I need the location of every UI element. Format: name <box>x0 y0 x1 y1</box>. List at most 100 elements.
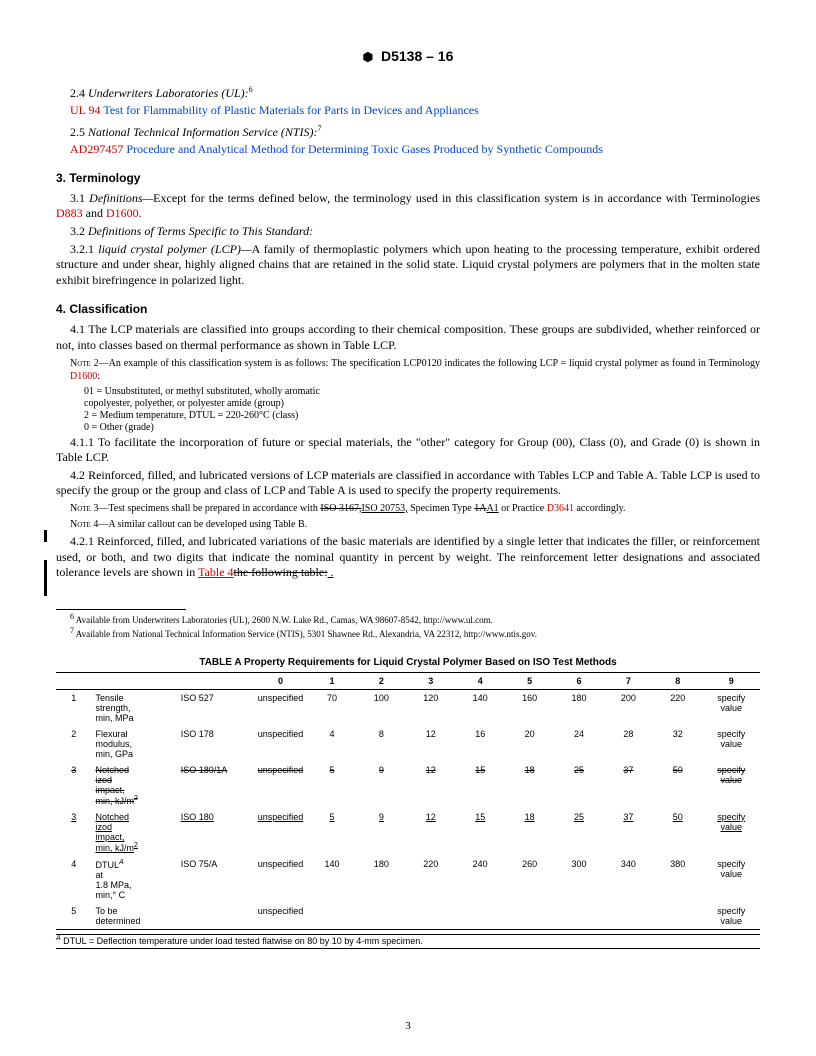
row-num: 5 <box>56 903 91 930</box>
cell-value: 5 <box>307 762 356 809</box>
cell-value: 100 <box>357 689 406 726</box>
cell-value: 12 <box>406 762 455 809</box>
standard-title-link[interactable]: Procedure and Analytical Method for Dete… <box>126 142 603 156</box>
text: A similar callout can be developed using… <box>108 519 307 530</box>
cell-value: 160 <box>505 689 554 726</box>
cell-value: 5 <box>307 809 356 856</box>
cell-value: 70 <box>307 689 356 726</box>
footnote-6: 6 Available from Underwriters Laboratori… <box>70 612 760 625</box>
table-row: 3Notchedizodimpact,min, kJ/m2ISO 180unsp… <box>56 809 760 856</box>
cell-value: unspecified <box>254 903 308 930</box>
table-col-header: 3 <box>406 672 455 689</box>
cell-value: 12 <box>406 726 455 762</box>
standard-link[interactable]: AD297457 <box>70 142 123 156</box>
table-row: 3Notchedizodimpact,min, kJ/m2ISO 180/1Au… <box>56 762 760 809</box>
note-2-l2: copolyester, polyether, or polyester ami… <box>84 398 760 409</box>
test-standard: ISO 180 <box>177 809 254 856</box>
para-4-2: 4.2 Reinforced, filled, and lubricated v… <box>56 468 760 499</box>
text: Test specimens shall be prepared in acco… <box>108 503 320 514</box>
property-name: Notchedizodimpact,min, kJ/m2 <box>91 809 176 856</box>
test-standard: ISO 180/1A <box>177 762 254 809</box>
term: Definitions— <box>89 191 153 205</box>
test-standard <box>177 903 254 930</box>
cell-value: 9 <box>357 809 406 856</box>
standard-link[interactable]: D3641 <box>547 503 574 514</box>
cell-value: 220 <box>653 689 702 726</box>
row-num: 3 <box>56 762 91 809</box>
test-standard: ISO 75/A <box>177 856 254 903</box>
page-header: ⬢ D5138 – 16 <box>56 48 760 65</box>
cell-value <box>307 903 356 930</box>
cell-value <box>505 903 554 930</box>
cell-value: 37 <box>604 809 653 856</box>
table-col-header: 0 <box>254 672 308 689</box>
doc-id: D5138 – 16 <box>381 48 453 64</box>
ref-num: 2.5 <box>70 125 85 139</box>
footnote-rule <box>56 609 186 610</box>
cell-value: 140 <box>307 856 356 903</box>
cell-value: 200 <box>604 689 653 726</box>
para-3-1: 3.1 Definitions—Except for the terms def… <box>56 191 760 222</box>
cell-value: specifyvalue <box>702 809 760 856</box>
standard-title-link[interactable]: Test for Flammability of Plastic Materia… <box>103 103 478 117</box>
cell-value: specifyvalue <box>702 856 760 903</box>
note-4: Note 4—A similar callout can be develope… <box>70 518 760 531</box>
cell-value: specifyvalue <box>702 726 760 762</box>
test-standard: ISO 527 <box>177 689 254 726</box>
table-col-header: 6 <box>554 672 603 689</box>
revision-bar <box>44 530 47 542</box>
table-col-header <box>56 672 91 689</box>
cell-value: 15 <box>456 809 505 856</box>
cell-value: 28 <box>604 726 653 762</box>
cell-value: 32 <box>653 726 702 762</box>
table-col-header: 4 <box>456 672 505 689</box>
text: or Practice <box>499 503 547 514</box>
cell-value: unspecified <box>254 726 308 762</box>
cell-value: 9 <box>357 762 406 809</box>
deleted-text: ISO 3167, <box>320 503 361 514</box>
table-col-header: 2 <box>357 672 406 689</box>
cell-value: 220 <box>406 856 455 903</box>
ref-source: National Technical Information Service (… <box>88 125 318 139</box>
table-header-row: 0123456789 <box>56 672 760 689</box>
row-num: 4 <box>56 856 91 903</box>
cell-value: 25 <box>554 809 603 856</box>
table-col-header: 8 <box>653 672 702 689</box>
cell-value: 120 <box>406 689 455 726</box>
table-col-header: 5 <box>505 672 554 689</box>
inserted-link[interactable]: Table 4 <box>198 565 233 579</box>
note-lead: Note 3— <box>70 503 108 514</box>
para-4-1-1: 4.1.1 To facilitate the incorporation of… <box>56 435 760 466</box>
table-a: 0123456789 1Tensilestrength,min, MPaISO … <box>56 672 760 930</box>
footnote-text: Available from National Technical Inform… <box>74 629 537 639</box>
cell-value: 8 <box>357 726 406 762</box>
ref-25-line2: AD297457 Procedure and Analytical Method… <box>70 142 760 157</box>
section-4-heading: 4. Classification <box>56 302 760 316</box>
property-name: Notchedizodimpact,min, kJ/m2 <box>91 762 176 809</box>
text: : <box>97 371 100 382</box>
standard-link[interactable]: UL 94 <box>70 103 101 117</box>
cell-value: unspecified <box>254 856 308 903</box>
para-num: 3.1 <box>70 191 89 205</box>
standard-link[interactable]: D883 <box>56 206 83 220</box>
cell-value: 380 <box>653 856 702 903</box>
cell-value <box>456 903 505 930</box>
text: accordingly. <box>574 503 626 514</box>
cell-value: 180 <box>554 689 603 726</box>
para-4-2-1: 4.2.1 Reinforced, filled, and lubricated… <box>56 534 760 581</box>
cell-value: 25 <box>554 762 603 809</box>
standard-link[interactable]: D1600 <box>106 206 139 220</box>
property-name: Tensilestrength,min, MPa <box>91 689 176 726</box>
standard-link[interactable]: D1600 <box>70 371 97 382</box>
cell-value: unspecified <box>254 762 308 809</box>
para-4-1: 4.1 The LCP materials are classified int… <box>56 322 760 353</box>
ref-25-line1: 2.5 National Technical Information Servi… <box>70 124 760 140</box>
ref-num: 2.4 <box>70 86 85 100</box>
cell-value: 50 <box>653 809 702 856</box>
footnote-ref: 6 <box>249 85 253 94</box>
section-3-heading: 3. Terminology <box>56 171 760 185</box>
property-name: To bedetermined <box>91 903 176 930</box>
cell-value <box>604 903 653 930</box>
table-col-header: 9 <box>702 672 760 689</box>
inserted-text: . <box>328 565 334 579</box>
